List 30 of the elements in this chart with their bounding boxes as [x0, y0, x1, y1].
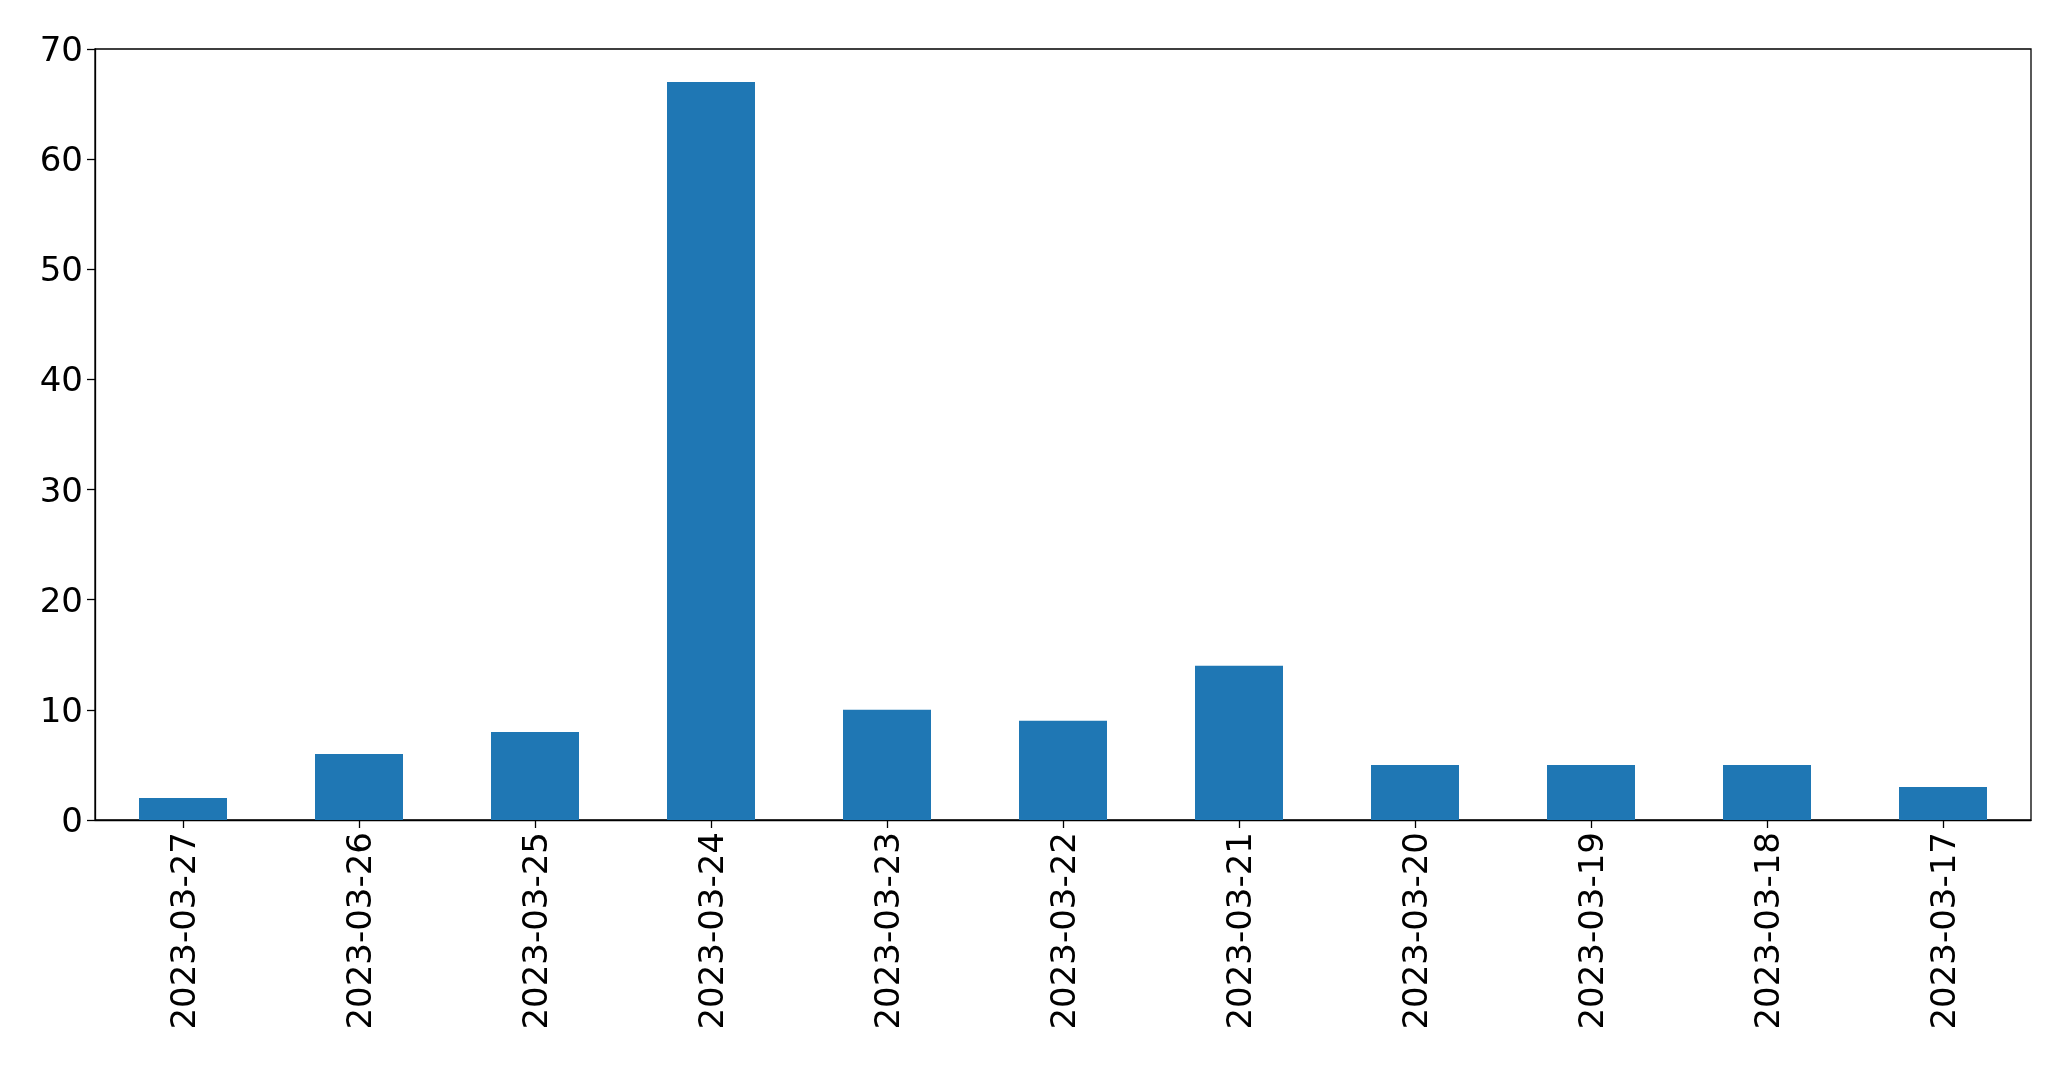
bar	[315, 753, 403, 820]
bar	[1195, 665, 1283, 820]
bar	[491, 731, 579, 820]
y-tick-label: 60	[39, 139, 83, 180]
y-tick-label: 30	[39, 469, 83, 510]
y-tick-label: 10	[39, 689, 83, 730]
x-tick-label: 2023-03-24	[691, 832, 731, 1030]
bar	[667, 82, 755, 820]
x-tick-label: 2023-03-26	[339, 832, 379, 1030]
y-tick-label: 50	[39, 249, 83, 290]
bar	[1371, 764, 1459, 820]
y-tick-label: 20	[39, 579, 83, 620]
bar	[1547, 764, 1635, 820]
x-tick-label: 2023-03-22	[1043, 832, 1083, 1030]
x-tick-label: 2023-03-17	[1923, 832, 1963, 1030]
y-tick-label: 0	[61, 800, 83, 840]
x-tick-label: 2023-03-27	[163, 832, 203, 1030]
x-tick-label: 2023-03-20	[1395, 832, 1435, 1030]
x-tick-label: 2023-03-25	[515, 832, 555, 1030]
x-tick-label: 2023-03-23	[867, 832, 907, 1030]
bar	[1899, 786, 1987, 820]
bar	[1019, 720, 1107, 820]
y-tick-label: 70	[39, 29, 83, 69]
bar	[843, 709, 931, 820]
x-tick-label: 2023-03-21	[1219, 832, 1259, 1030]
bar	[139, 797, 227, 820]
bar	[1723, 764, 1811, 820]
x-tick-label: 2023-03-18	[1747, 832, 1787, 1030]
y-tick-label: 40	[39, 359, 83, 400]
x-tick-label: 2023-03-19	[1571, 832, 1611, 1030]
